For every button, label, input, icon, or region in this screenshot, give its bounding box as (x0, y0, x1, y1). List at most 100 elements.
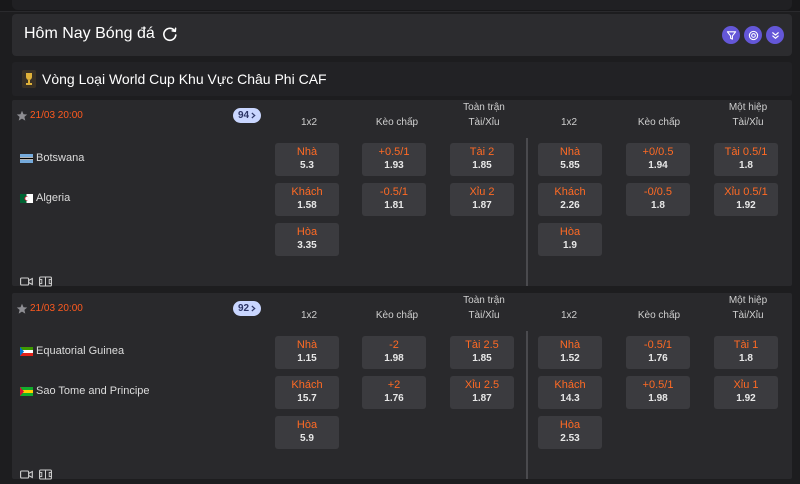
col-fulltime-label: Toàn trận (463, 295, 505, 306)
odd-value: 1.98 (648, 393, 668, 404)
odd-ht-handicap-away[interactable]: -0/0.5 1.8 (626, 183, 690, 216)
home-team: Equatorial Guinea (20, 345, 124, 357)
filter-icon[interactable] (722, 26, 740, 44)
col-ou-ft: Tài/Xỉu (468, 117, 500, 128)
home-team-name: Botswana (36, 152, 85, 164)
odd-ht-handicap-home[interactable]: +0/0.5 1.94 (626, 143, 690, 176)
odd-ft-handicap-away[interactable]: +2 1.76 (362, 376, 426, 409)
trophy-icon (22, 70, 36, 88)
odd-value: 1.85 (472, 353, 492, 364)
more-bets-badge[interactable]: 94 (233, 108, 261, 123)
odd-value: 15.7 (297, 393, 317, 404)
match-time: 21/03 20:00 (30, 110, 83, 121)
odd-ft-under[interactable]: Xỉu 2.5 1.87 (450, 376, 514, 409)
col-fulltime-label: Toàn trận (463, 102, 505, 113)
col-halftime-label: Một hiệp (728, 295, 768, 306)
home-team-name: Equatorial Guinea (36, 345, 125, 357)
odd-ht-over[interactable]: Tài 1 1.8 (714, 336, 778, 369)
bet-count: 94 (237, 110, 250, 121)
odd-value: 3.35 (297, 240, 317, 251)
odd-ht-home-1x2[interactable]: Nhà 1.52 (538, 336, 602, 369)
odd-label: Tài 1 (733, 339, 759, 351)
sao-tome-flag-icon (20, 386, 33, 396)
odd-label: Xỉu 2.5 (464, 379, 500, 391)
bet-count: 92 (237, 303, 250, 314)
away-team-name: Algeria (36, 192, 71, 204)
odd-ft-over[interactable]: Tài 2 1.85 (450, 143, 514, 176)
odd-value: 1.98 (384, 353, 404, 364)
ft-ht-divider (526, 138, 528, 286)
odd-value: 1.87 (472, 393, 492, 404)
odd-ft-home-1x2[interactable]: Nhà 5.3 (275, 143, 339, 176)
col-1x2-ht: 1x2 (560, 117, 578, 128)
odd-value: 14.3 (560, 393, 580, 404)
col-ou-ht: Tài/Xỉu (732, 310, 764, 321)
league-row[interactable]: Vòng Loại World Cup Khu Vực Châu Phi CAF (12, 62, 792, 96)
star-icon[interactable] (16, 302, 28, 314)
odd-label: -0.5/1 (379, 186, 409, 198)
col-handicap-ht: Kèo chấp (637, 310, 681, 321)
collapse-icon[interactable] (766, 26, 784, 44)
odd-label: Khách (554, 379, 586, 391)
odd-value: 1.76 (384, 393, 404, 404)
col-1x2-ht: 1x2 (560, 310, 578, 321)
odd-value: 1.9 (563, 240, 577, 251)
odd-ft-handicap-home[interactable]: -2 1.98 (362, 336, 426, 369)
odd-label: Khách (291, 379, 323, 391)
chevron-right-icon (251, 112, 256, 119)
star-icon[interactable] (16, 109, 28, 121)
odd-ht-draw-1x2[interactable]: Hòa 1.9 (538, 223, 602, 256)
target-icon[interactable] (744, 26, 762, 44)
odd-ft-handicap-away[interactable]: -0.5/1 1.81 (362, 183, 426, 216)
odd-label: +2 (387, 379, 401, 391)
odd-ht-handicap-home[interactable]: -0.5/1 1.76 (626, 336, 690, 369)
col-handicap-ht: Kèo chấp (637, 117, 681, 128)
chevron-right-icon (251, 305, 256, 312)
odd-label: Xỉu 1 (733, 379, 759, 391)
odd-ht-handicap-away[interactable]: +0.5/1 1.98 (626, 376, 690, 409)
odd-ft-under[interactable]: Xỉu 2 1.87 (450, 183, 514, 216)
video-icon[interactable] (20, 276, 33, 287)
col-halftime-label: Một hiệp (728, 102, 768, 113)
video-icon[interactable] (20, 469, 33, 480)
odd-value: 1.58 (297, 200, 317, 211)
odd-label: Tài 0.5/1 (724, 146, 768, 158)
odd-label: Tài 2.5 (465, 339, 499, 351)
odd-ht-under[interactable]: Xỉu 0.5/1 1.92 (714, 183, 778, 216)
odd-ht-home-1x2[interactable]: Nhà 5.85 (538, 143, 602, 176)
refresh-icon[interactable] (162, 26, 178, 42)
odd-ft-draw-1x2[interactable]: Hòa 5.9 (275, 416, 339, 449)
odd-value: 5.9 (300, 433, 314, 444)
away-team: Sao Tome and Principe (20, 385, 150, 397)
odd-ht-draw-1x2[interactable]: Hòa 2.53 (538, 416, 602, 449)
odd-ft-draw-1x2[interactable]: Hòa 3.35 (275, 223, 339, 256)
pitch-icon[interactable] (39, 276, 52, 287)
odd-label: Hòa (559, 419, 581, 431)
odd-ht-under[interactable]: Xỉu 1 1.92 (714, 376, 778, 409)
page-title: Hôm Nay Bóng đá (24, 25, 155, 42)
odd-value: 1.81 (384, 200, 404, 211)
home-team: Botswana (20, 152, 84, 164)
odd-value: 5.3 (300, 160, 314, 171)
odd-value: 1.93 (384, 160, 404, 171)
odd-ft-handicap-home[interactable]: +0.5/1 1.93 (362, 143, 426, 176)
away-team: Algeria (20, 192, 70, 204)
top-strip (0, 0, 800, 12)
odd-value: 1.8 (739, 353, 753, 364)
odd-label: Nhà (296, 146, 318, 158)
odd-ft-away-1x2[interactable]: Khách 15.7 (275, 376, 339, 409)
odd-ht-away-1x2[interactable]: Khách 2.26 (538, 183, 602, 216)
odd-ft-home-1x2[interactable]: Nhà 1.15 (275, 336, 339, 369)
odd-label: Hòa (559, 226, 581, 238)
pitch-icon[interactable] (39, 469, 52, 480)
odd-ht-over[interactable]: Tài 0.5/1 1.8 (714, 143, 778, 176)
match-media-icons (20, 276, 52, 287)
odd-ft-over[interactable]: Tài 2.5 1.85 (450, 336, 514, 369)
odd-ht-away-1x2[interactable]: Khách 14.3 (538, 376, 602, 409)
odd-value: 1.92 (736, 200, 756, 211)
more-bets-badge[interactable]: 92 (233, 301, 261, 316)
section-header: Hôm Nay Bóng đá (12, 14, 792, 56)
odd-ft-away-1x2[interactable]: Khách 1.58 (275, 183, 339, 216)
odd-value: 1.94 (648, 160, 668, 171)
odd-value: 1.8 (739, 160, 753, 171)
